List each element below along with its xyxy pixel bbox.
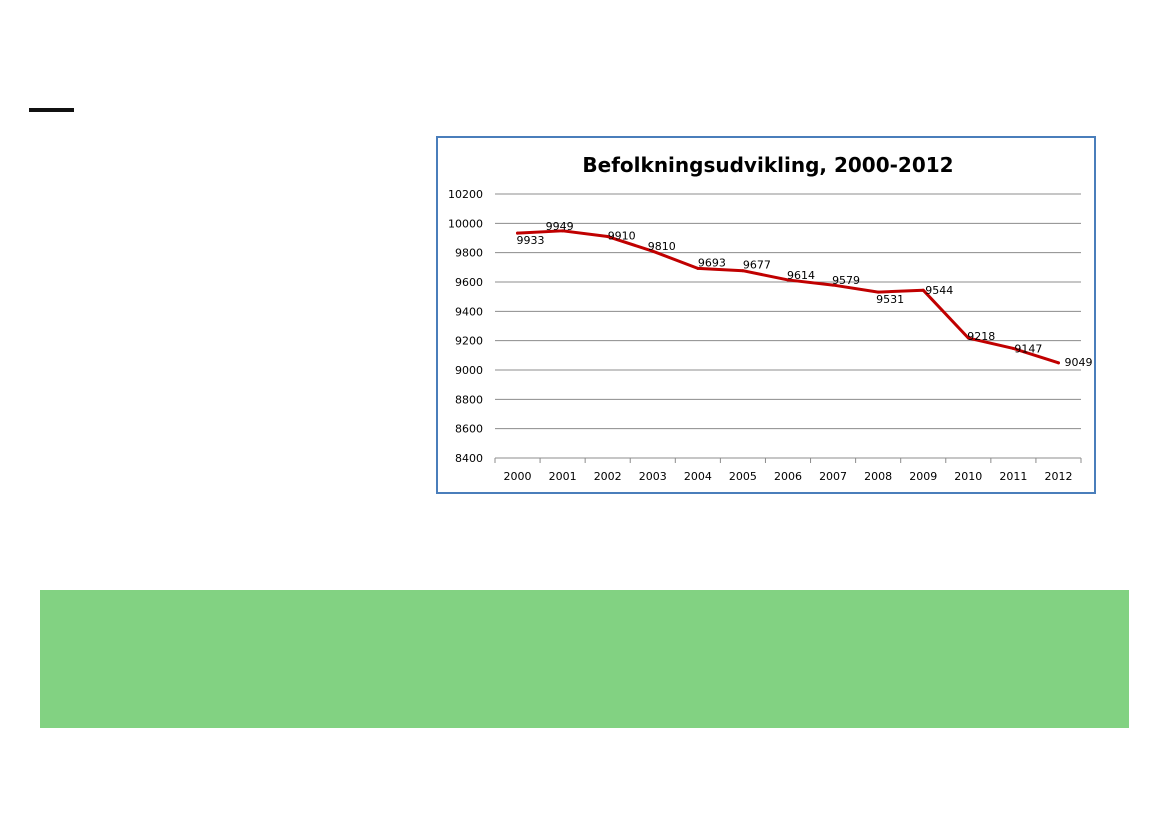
y-tick-9600: 9600 [455,276,483,289]
data-label-2010: 9218 [967,330,995,343]
data-point-2001 [561,229,565,233]
data-label-2007: 9579 [832,274,860,287]
data-label-2001: 9949 [546,220,574,233]
x-tick-2004: 2004 [684,470,712,483]
x-tick-2002: 2002 [594,470,622,483]
x-tick-2007: 2007 [819,470,847,483]
x-tick-2009: 2009 [909,470,937,483]
data-label-2003: 9810 [648,240,676,253]
data-point-2007 [831,283,835,287]
y-tick-8400: 8400 [455,452,483,465]
data-point-2003 [651,249,655,253]
data-label-2006: 9614 [787,269,815,282]
data-label-2005: 9677 [743,259,771,272]
data-point-2009 [921,288,925,292]
data-point-2011 [1011,346,1015,350]
y-tick-10200: 10200 [448,188,483,201]
data-point-2010 [966,336,970,340]
data-label-2008: 9531 [876,293,904,306]
data-point-2000 [516,231,520,235]
data-point-2005 [741,269,745,273]
data-point-2002 [606,235,610,239]
y-tick-8600: 8600 [455,423,483,436]
data-label-2000: 9933 [517,234,545,247]
axes [494,457,1082,463]
data-point-2004 [696,266,700,270]
x-tick-2006: 2006 [774,470,802,483]
series-population [516,229,1060,365]
data-label-2011: 9147 [1014,342,1042,355]
x-tick-2001: 2001 [549,470,577,483]
data-point-2006 [786,278,790,282]
population-chart: Befolkningsudvikling, 2000-2012 8400 8600… [436,136,1096,494]
x-tick-2003: 2003 [639,470,667,483]
y-tick-labels: 8400 8600 8800 9000 9200 9400 9600 9800 10000 102… [448,188,483,465]
y-tick-9800: 9800 [455,247,483,260]
y-tick-9200: 9200 [455,335,483,348]
x-tick-2011: 2011 [999,470,1027,483]
data-label-2012: 9049 [1064,356,1092,369]
data-point-2012 [1056,361,1060,365]
y-tick-8800: 8800 [455,393,483,406]
x-tick-2000: 2000 [504,470,532,483]
chart-canvas: Befolkningsudvikling, 2000-2012 8400 8600… [448,153,1093,483]
data-point-2008 [876,290,880,294]
y-tick-9000: 9000 [455,364,483,377]
data-label-2009: 9544 [925,284,953,297]
data-label-2004: 9693 [698,256,726,269]
x-tick-2010: 2010 [954,470,982,483]
data-label-2002: 9910 [608,230,636,243]
x-tick-2005: 2005 [729,470,757,483]
y-tick-9400: 9400 [455,305,483,318]
green-banner [40,590,1129,728]
x-tick-labels: 2000 2001 2002 2003 2004 2005 2006 2007 2008 2009… [504,470,1073,483]
title-dash [29,108,74,112]
gridlines [495,193,1081,430]
x-tick-2008: 2008 [864,470,892,483]
y-tick-10000: 10000 [448,217,483,230]
x-tick-2012: 2012 [1044,470,1072,483]
chart-title: Befolkningsudvikling, 2000-2012 [582,153,953,177]
